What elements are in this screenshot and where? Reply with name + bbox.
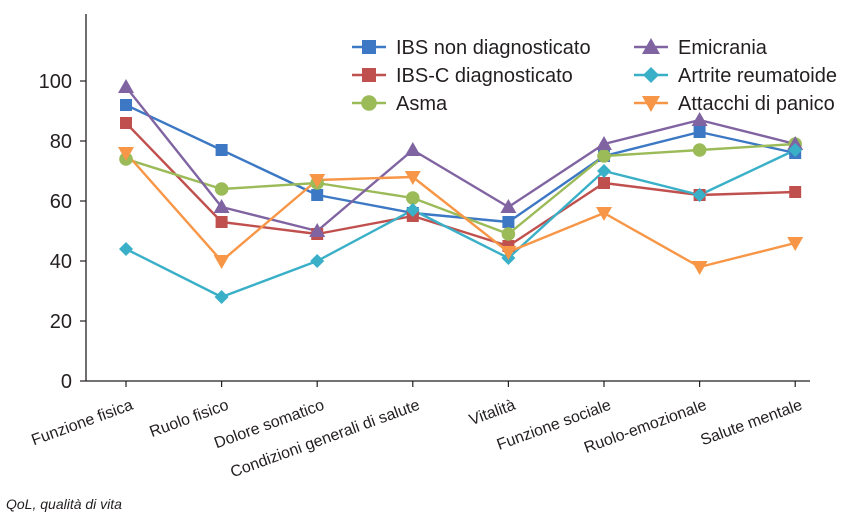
series-markers [118,79,804,304]
data-point-series-6 [691,261,708,275]
y-tick-label: 60 [50,191,72,213]
data-point-series-3 [214,182,229,196]
legend-label: Attacchi di panico [678,93,835,115]
data-point-series-3 [406,191,420,205]
legend-label: Asma [396,93,448,115]
data-point-series-4 [691,112,708,126]
data-point-series-1 [693,126,706,138]
data-point-series-6 [309,174,326,188]
y-tick-label: 40 [50,251,72,273]
data-point-series-4 [118,79,134,93]
legend-marker [362,40,376,54]
data-point-series-2 [120,117,132,129]
data-point-series-4 [596,136,612,150]
series-lines [125,86,796,299]
data-point-series-1 [120,99,132,111]
data-point-series-4 [213,199,230,213]
data-point-series-1 [311,189,324,201]
data-point-series-1 [502,216,515,228]
legend-label: Emicrania [678,37,768,59]
legend-label: IBS-C diagnosticato [396,65,573,87]
x-tick-label: Salute mentale [698,397,804,450]
y-tick-label: 80 [50,131,72,153]
data-point-series-5 [597,164,611,178]
legend-marker [362,68,376,82]
legend-label: Artrite reumatoide [678,65,837,87]
series-line-6 [125,152,796,269]
series-line-1 [125,103,796,224]
data-point-series-6 [404,171,421,185]
data-point-series-6 [213,255,230,269]
y-tick-label: 0 [61,371,72,393]
data-point-series-5 [119,242,133,256]
data-point-series-5 [405,203,420,217]
series-line-2 [125,122,796,248]
x-tick-label: Vitalità [467,397,518,429]
y-tick-label: 20 [50,311,72,333]
data-point-series-6 [596,207,612,221]
data-point-series-5 [692,188,707,202]
data-point-series-1 [215,144,228,156]
data-point-series-2 [598,177,610,189]
data-point-series-4 [404,142,421,156]
data-point-series-3 [597,149,611,163]
series-line-5 [125,148,796,299]
legend-marker [361,95,377,111]
data-point-series-6 [118,147,134,161]
y-tick-label: 100 [39,71,72,93]
data-point-series-2 [789,186,802,198]
data-point-series-5 [214,290,229,304]
legend-marker [642,38,660,54]
data-point-series-4 [309,223,326,237]
legend-label: IBS non diagnosticato [396,37,591,59]
data-point-series-6 [787,237,804,251]
legend-marker [642,96,660,112]
legend-marker [643,67,659,83]
footnote: QoL, qualità di vita [6,496,122,512]
data-point-series-5 [310,254,325,268]
chart-legend: IBS non diagnosticato IBS-C diagnosticato… [352,37,837,115]
data-point-series-3 [692,143,707,157]
series-line-4 [125,86,796,233]
data-point-series-4 [500,199,517,213]
data-point-series-6 [500,246,517,260]
data-point-series-3 [501,227,516,241]
data-point-series-5 [788,143,803,157]
data-point-series-2 [215,216,228,228]
x-tick-label: Funzione fisica [29,397,135,450]
